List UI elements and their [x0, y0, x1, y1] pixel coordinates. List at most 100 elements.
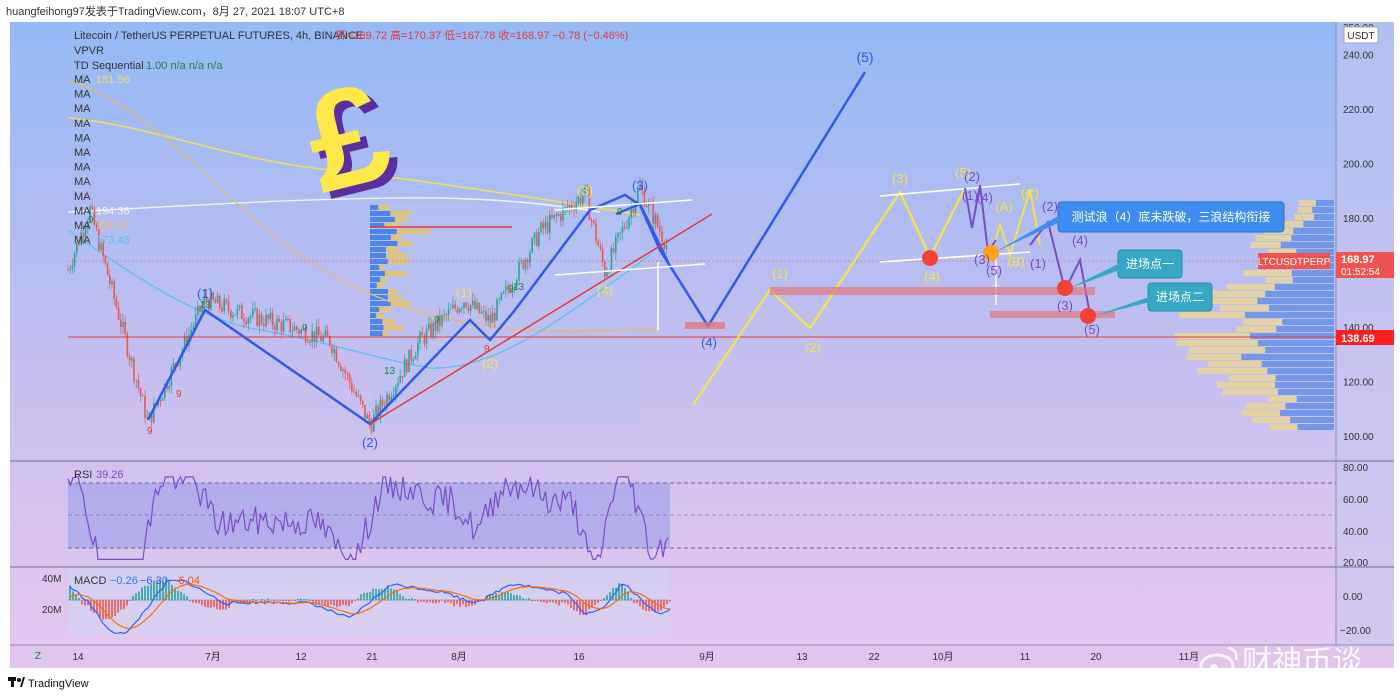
candle-body [89, 206, 91, 222]
macd-bar [114, 600, 116, 617]
candle-body [315, 326, 318, 342]
candle-body [432, 322, 434, 337]
callout-entry1-pointer [1070, 262, 1122, 288]
callout-entry1-box[interactable] [1117, 249, 1183, 279]
vp-bar-sell [1265, 277, 1293, 283]
wave-purple-3a-label: (3) [974, 252, 990, 267]
marker-entry-1[interactable] [1057, 280, 1073, 296]
candle-body [219, 295, 221, 308]
wave-blue-line[interactable] [146, 71, 867, 426]
vp-bar-buy [1280, 242, 1334, 248]
marker-test-wave-4[interactable] [983, 245, 999, 261]
volume-profile-right [1174, 200, 1334, 430]
legend-ma-label[interactable]: MA [74, 205, 91, 217]
marker-entry-2[interactable] [1080, 308, 1096, 324]
vp-bar-buy [1296, 396, 1334, 402]
macd-value-1: −0.26 [110, 575, 138, 587]
vp-bar-sell [1199, 291, 1266, 297]
candle-body [452, 304, 454, 309]
vp-session-buy [370, 223, 385, 228]
candle-body [388, 394, 390, 401]
macd-bar [213, 600, 215, 608]
time-tick: 11 [1020, 652, 1031, 663]
candle-body [663, 241, 665, 249]
macd-bar [666, 600, 668, 605]
macd-bar [432, 600, 434, 603]
macd-bar [639, 600, 641, 607]
callout-main-box[interactable] [1057, 201, 1285, 233]
candle-body [252, 309, 254, 317]
macd-bar [297, 598, 299, 601]
vp-bar-buy [1291, 235, 1334, 241]
candle-body [480, 311, 483, 313]
marker-wave-4[interactable] [922, 250, 938, 266]
candle-body [447, 309, 450, 315]
wave-yellow-3a-label: (3) [577, 183, 593, 198]
candle-body [599, 245, 602, 250]
legend-ma-label[interactable]: MA [74, 103, 91, 115]
legend-ma-label[interactable]: MA [74, 191, 91, 203]
macd-bar [117, 600, 119, 613]
candle-body [553, 214, 555, 218]
candle-body [637, 190, 639, 204]
macd-bar [99, 600, 101, 618]
vp-session-buy [370, 235, 391, 240]
macd-bar [591, 600, 593, 608]
candle-body [159, 400, 162, 402]
candle-body [593, 219, 595, 224]
candle-body [172, 363, 175, 368]
tradingview-brand[interactable]: TradingView [28, 678, 89, 690]
candle-body [137, 380, 140, 388]
vp-session-sell [394, 217, 407, 222]
macd-bar [216, 600, 218, 610]
macd-bar [408, 598, 410, 601]
macd-bar [309, 600, 311, 602]
legend-ma-label[interactable]: MA [74, 162, 91, 174]
z-button[interactable] [31, 648, 45, 662]
wave-yellow-2-label: (2) [805, 340, 821, 355]
legend-ma-label[interactable]: MA [74, 132, 91, 144]
legend-ma-label[interactable]: MA [74, 147, 91, 159]
legend-ma-label[interactable]: MA [74, 176, 91, 188]
macd-bar [204, 600, 206, 608]
candle-body [573, 208, 575, 211]
macd-bar [663, 600, 665, 607]
legend-ma-label[interactable]: MA [74, 235, 91, 247]
candle-body [417, 343, 419, 356]
macd-bar [300, 598, 302, 601]
legend-ma-label[interactable]: MA [74, 220, 91, 232]
legend-td[interactable]: TD Sequential [74, 60, 144, 72]
vp-bar-buy [1277, 389, 1334, 395]
rsi-tick-40: 40.00 [1343, 527, 1368, 538]
vp-bar-buy [1265, 347, 1334, 353]
rsi-label: RSI [74, 469, 92, 481]
trend-red-line[interactable] [369, 213, 713, 425]
wave-yellow-1-label: (1) [772, 266, 788, 281]
entry-zone-2 [990, 311, 1115, 318]
vp-bar-sell [1179, 312, 1245, 318]
macd-bar [108, 600, 110, 619]
macd-bar [438, 600, 440, 603]
candle-body [450, 308, 452, 310]
candle-body [91, 206, 93, 209]
legend-ma-label[interactable]: MA [74, 89, 91, 101]
time-tick: 10月 [932, 651, 953, 663]
candle-body [186, 335, 188, 347]
callout-entry2-box[interactable] [1147, 282, 1213, 312]
legend-symbol[interactable]: Litecoin / TetherUS PERPETUAL FUTURES, 4… [74, 30, 363, 42]
candle-body [401, 376, 404, 378]
vp-bar-buy [1282, 319, 1334, 325]
currency-button[interactable] [1343, 26, 1379, 44]
candle-body [399, 376, 401, 383]
macd-bar [201, 600, 203, 606]
legend-ma-label[interactable]: MA [74, 74, 91, 86]
legend-ma-label[interactable]: MA [74, 118, 91, 130]
vp-session-sell [388, 289, 397, 294]
candle-body [95, 224, 98, 229]
wave-yellow-line[interactable] [692, 187, 966, 406]
candle-body [608, 271, 610, 273]
vp-bar-buy [1267, 368, 1334, 374]
legend-vpvr[interactable]: VPVR [74, 45, 104, 57]
macd-label: MACD [74, 575, 106, 587]
